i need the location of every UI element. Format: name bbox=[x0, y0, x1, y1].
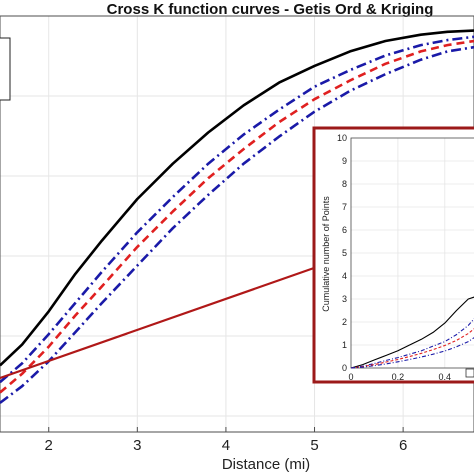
inset-x-tick-label: 0 bbox=[348, 372, 353, 382]
main-x-tick-label: 6 bbox=[399, 437, 407, 454]
inset-y-tick-label: 4 bbox=[342, 271, 347, 281]
legend-box bbox=[0, 37, 11, 101]
inset-series-line-0 bbox=[350, 296, 474, 369]
inset-y-tick-label: 10 bbox=[337, 133, 347, 143]
main-x-tick-label: 3 bbox=[133, 437, 141, 454]
main-plot-frame bbox=[0, 15, 474, 433]
chart-title: Cross K function curves - Getis Ord & Kr… bbox=[107, 1, 434, 18]
inset-frame bbox=[312, 126, 474, 384]
main-series-line-1 bbox=[0, 35, 474, 384]
inset-y-tick-label: 5 bbox=[342, 248, 347, 258]
inset-y-tick-label: 3 bbox=[342, 294, 347, 304]
inset-series-line-1 bbox=[350, 318, 474, 369]
inset-series-line-2 bbox=[350, 328, 474, 369]
inset-plot-frame bbox=[350, 137, 474, 369]
main-series-line-3 bbox=[0, 45, 474, 404]
inset-x-tick-label: 0.2 bbox=[392, 372, 405, 382]
main-series-line-0 bbox=[0, 29, 474, 367]
inset-series-line-3 bbox=[350, 337, 474, 369]
inset-ticks: 0 1 2 3 4 5 6 7 8 9 10 0 0.2 0.4 bbox=[337, 133, 451, 382]
inset-y-tick-label: 6 bbox=[342, 225, 347, 235]
inset-y-tick-label: 9 bbox=[342, 156, 347, 166]
main-x-tick-label: 4 bbox=[222, 437, 230, 454]
inset-y-tick-label: 2 bbox=[342, 317, 347, 327]
inset-y-tick-label: 8 bbox=[342, 179, 347, 189]
x-axis-label: Distance (mi) bbox=[222, 456, 310, 473]
inset-series-group bbox=[350, 296, 474, 369]
inset-legend-stub bbox=[465, 368, 474, 378]
main-x-tick-label: 5 bbox=[310, 437, 318, 454]
inset-y-tick-label: 7 bbox=[342, 202, 347, 212]
main-x-tick-label: 2 bbox=[45, 437, 53, 454]
main-x-ticks: 2 3 4 5 6 bbox=[45, 427, 407, 454]
inset-x-tick-label: 0.4 bbox=[439, 372, 452, 382]
inset-y-axis-label: Cumulative number of Points bbox=[321, 196, 331, 312]
inset-y-tick-label: 1 bbox=[342, 340, 347, 350]
inset-y-tick-label: 0 bbox=[342, 363, 347, 373]
zoom-connector-line bbox=[0, 266, 315, 380]
main-series-group bbox=[0, 29, 474, 404]
